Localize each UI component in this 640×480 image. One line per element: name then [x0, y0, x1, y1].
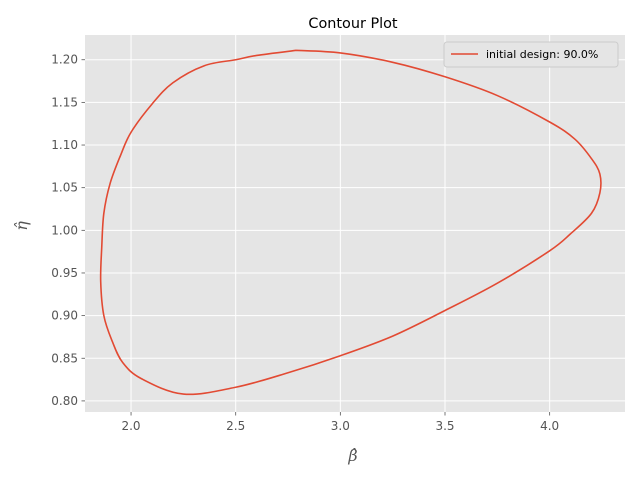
- plot-area: [85, 35, 625, 412]
- series-line: [99, 49, 602, 396]
- series-layer: [99, 49, 602, 396]
- x-tick-label: 2.5: [226, 419, 245, 433]
- x-tick-label: 2.0: [121, 419, 140, 433]
- x-tick-label: 3.0: [331, 419, 350, 433]
- y-tick-label: 1.10: [51, 138, 78, 152]
- legend-label: initial design: 90.0%: [486, 48, 598, 61]
- legend: initial design: 90.0%: [443, 41, 619, 68]
- y-tick-label: 0.80: [51, 394, 78, 408]
- y-axis: 0.80 0.85 0.90 0.95 1.00 1.05 1.10 1.15 1.20: [51, 53, 85, 408]
- x-tick-label: 4.0: [540, 419, 559, 433]
- y-tick-label: 0.90: [51, 309, 78, 323]
- x-axis: 2.0 2.5 3.0 3.5 4.0: [121, 412, 559, 433]
- grid-lines: [85, 35, 625, 412]
- y-axis-label: η̂: [12, 221, 31, 231]
- legend-box: [443, 41, 619, 68]
- y-tick-label: 0.85: [51, 351, 78, 365]
- chart-title: Contour Plot: [308, 16, 398, 32]
- y-tick-label: 1.20: [51, 53, 78, 67]
- x-tick-label: 3.5: [435, 419, 454, 433]
- y-tick-label: 1.05: [51, 181, 78, 195]
- y-tick-label: 1.00: [51, 223, 78, 237]
- y-tick-label: 0.95: [51, 266, 78, 280]
- x-axis-label: β̂: [347, 446, 357, 465]
- y-tick-label: 1.15: [51, 95, 78, 109]
